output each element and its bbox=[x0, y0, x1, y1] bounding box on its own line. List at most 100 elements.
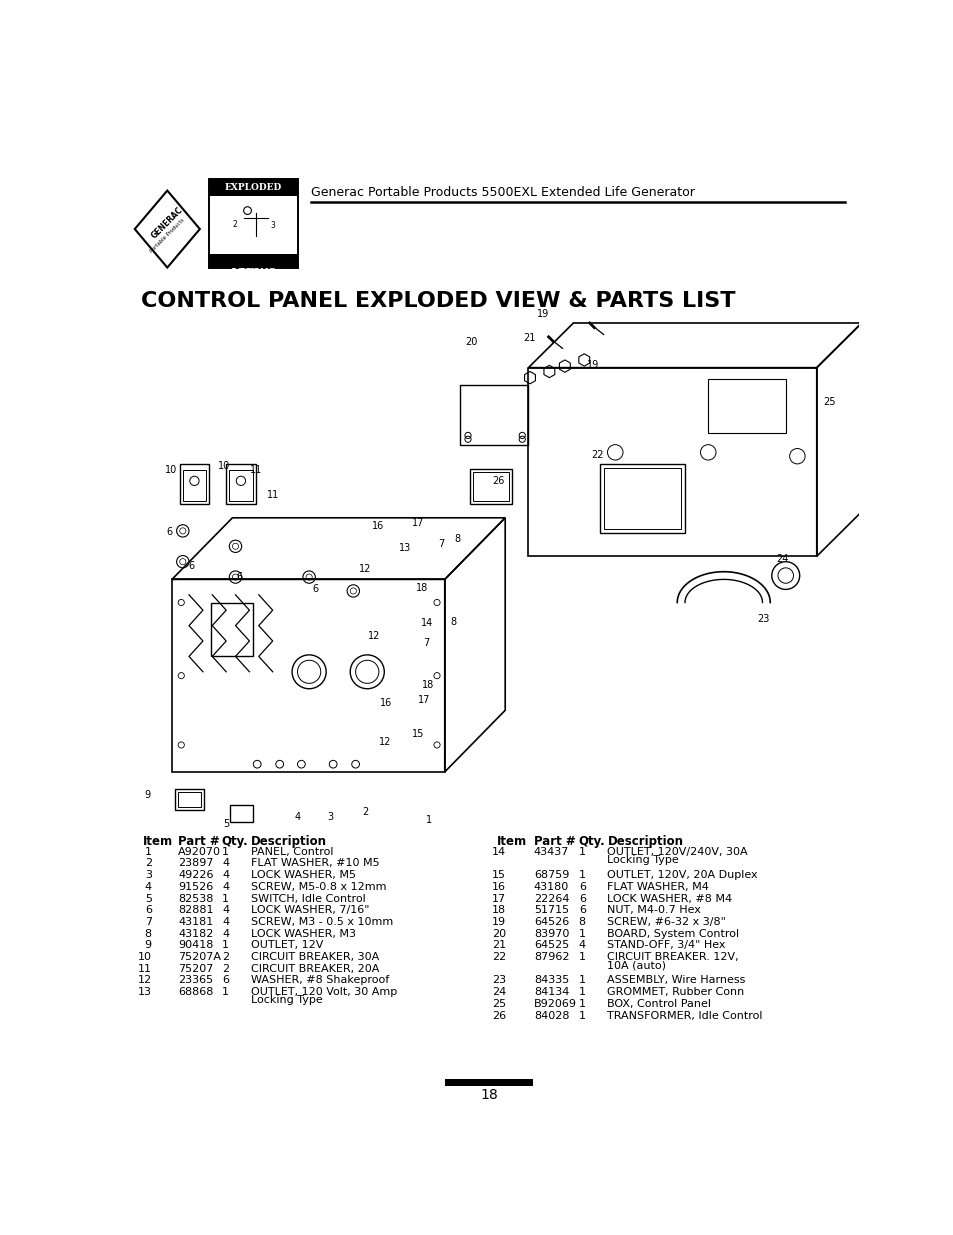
Text: 84134: 84134 bbox=[534, 987, 569, 997]
Text: Locking Type: Locking Type bbox=[607, 855, 679, 864]
Text: 22: 22 bbox=[591, 451, 603, 461]
Text: 26: 26 bbox=[492, 475, 504, 485]
Text: 82538: 82538 bbox=[178, 894, 213, 904]
Text: 20: 20 bbox=[492, 929, 505, 939]
Text: Description: Description bbox=[251, 835, 327, 848]
Text: GENERAC: GENERAC bbox=[150, 205, 185, 241]
Text: 1: 1 bbox=[578, 871, 585, 881]
Text: 6: 6 bbox=[167, 526, 172, 537]
Text: CIRCUIT BREAKER, 20A: CIRCUIT BREAKER, 20A bbox=[251, 963, 379, 973]
Bar bbox=[603, 468, 680, 530]
Text: 23365: 23365 bbox=[178, 976, 213, 986]
Text: 23: 23 bbox=[492, 976, 505, 986]
Text: CIRCUIT BREAKER, 30A: CIRCUIT BREAKER, 30A bbox=[251, 952, 379, 962]
Text: 6: 6 bbox=[145, 905, 152, 915]
Bar bbox=[459, 384, 528, 445]
Text: TRANSFORMER, Idle Control: TRANSFORMER, Idle Control bbox=[607, 1010, 762, 1020]
Text: B92069: B92069 bbox=[534, 999, 577, 1009]
Text: OUTLET, 120V, 20A Duplex: OUTLET, 120V, 20A Duplex bbox=[607, 871, 758, 881]
Bar bbox=[174, 789, 204, 810]
Text: 21: 21 bbox=[492, 940, 505, 951]
Text: 16: 16 bbox=[492, 882, 505, 892]
Text: 4: 4 bbox=[145, 882, 152, 892]
Text: 4: 4 bbox=[222, 882, 229, 892]
Text: OUTLET, 120 Volt, 30 Amp: OUTLET, 120 Volt, 30 Amp bbox=[251, 987, 396, 997]
Text: 11: 11 bbox=[250, 466, 262, 475]
Text: 17: 17 bbox=[492, 894, 505, 904]
Text: 1: 1 bbox=[222, 847, 229, 857]
Text: CIRCUIT BREAKER. 12V,: CIRCUIT BREAKER. 12V, bbox=[607, 952, 739, 962]
Text: 2: 2 bbox=[145, 858, 152, 868]
Text: 68868: 68868 bbox=[178, 987, 213, 997]
Text: STAND-OFF, 3/4" Hex: STAND-OFF, 3/4" Hex bbox=[607, 940, 725, 951]
Text: 1: 1 bbox=[426, 815, 432, 825]
Text: 18: 18 bbox=[492, 905, 505, 915]
Text: 19: 19 bbox=[537, 309, 549, 319]
Text: 1: 1 bbox=[578, 987, 585, 997]
Text: 5: 5 bbox=[223, 819, 229, 829]
Text: 10A (auto): 10A (auto) bbox=[607, 960, 666, 969]
Text: 14: 14 bbox=[492, 847, 505, 857]
Text: 1: 1 bbox=[578, 952, 585, 962]
Text: 4: 4 bbox=[294, 811, 300, 821]
Text: 6: 6 bbox=[236, 572, 242, 582]
Text: 4: 4 bbox=[222, 929, 229, 939]
Text: 7: 7 bbox=[437, 538, 443, 550]
Text: 4: 4 bbox=[222, 871, 229, 881]
Text: 16: 16 bbox=[379, 698, 392, 709]
Text: 6: 6 bbox=[188, 561, 194, 571]
Text: 4: 4 bbox=[222, 905, 229, 915]
Text: OUTLET, 12V: OUTLET, 12V bbox=[251, 940, 323, 951]
Text: 1: 1 bbox=[222, 987, 229, 997]
Bar bbox=[229, 471, 253, 501]
Text: 13: 13 bbox=[137, 987, 152, 997]
Bar bbox=[209, 179, 298, 196]
Bar bbox=[209, 179, 298, 268]
Text: 10: 10 bbox=[165, 466, 177, 475]
Text: 43437: 43437 bbox=[534, 847, 569, 857]
Text: 11: 11 bbox=[137, 963, 152, 973]
Text: CONTROL PANEL EXPLODED VIEW & PARTS LIST: CONTROL PANEL EXPLODED VIEW & PARTS LIST bbox=[141, 290, 735, 311]
Text: 18: 18 bbox=[422, 680, 435, 690]
Text: 22264: 22264 bbox=[534, 894, 569, 904]
Bar bbox=[707, 379, 785, 433]
Text: GROMMET, Rubber Conn: GROMMET, Rubber Conn bbox=[607, 987, 744, 997]
Bar bbox=[599, 464, 684, 534]
Text: 8: 8 bbox=[454, 535, 459, 545]
Text: Qty.: Qty. bbox=[578, 835, 604, 848]
Text: 68759: 68759 bbox=[534, 871, 569, 881]
Text: 1: 1 bbox=[578, 847, 585, 857]
Text: 24: 24 bbox=[776, 555, 788, 564]
Text: 6: 6 bbox=[578, 894, 585, 904]
Text: SCREW, #6-32 x 3/8": SCREW, #6-32 x 3/8" bbox=[607, 916, 725, 927]
Text: 64526: 64526 bbox=[534, 916, 569, 927]
Text: 15: 15 bbox=[412, 729, 424, 740]
Bar bbox=[183, 471, 206, 501]
Text: 22: 22 bbox=[491, 952, 505, 962]
Text: A92070: A92070 bbox=[178, 847, 221, 857]
Text: 43180: 43180 bbox=[534, 882, 569, 892]
Text: 26: 26 bbox=[492, 1010, 505, 1020]
Text: PANEL, Control: PANEL, Control bbox=[251, 847, 334, 857]
Text: 7: 7 bbox=[422, 638, 429, 648]
Text: 4: 4 bbox=[222, 858, 229, 868]
Text: ASSEMBLY, Wire Harness: ASSEMBLY, Wire Harness bbox=[607, 976, 745, 986]
Text: 17: 17 bbox=[412, 519, 424, 529]
Text: BOX, Control Panel: BOX, Control Panel bbox=[607, 999, 711, 1009]
Text: 8: 8 bbox=[578, 916, 585, 927]
Text: Portable Products: Portable Products bbox=[149, 217, 185, 253]
Bar bbox=[209, 253, 298, 268]
Text: 1: 1 bbox=[578, 1010, 585, 1020]
Text: Part #: Part # bbox=[178, 835, 219, 848]
Text: 10: 10 bbox=[217, 461, 230, 472]
Text: Description: Description bbox=[607, 835, 682, 848]
Text: 1: 1 bbox=[578, 999, 585, 1009]
Text: 8: 8 bbox=[450, 616, 456, 626]
Text: 4: 4 bbox=[578, 940, 585, 951]
Text: WASHER, #8 Shakeproof: WASHER, #8 Shakeproof bbox=[251, 976, 389, 986]
Text: 2: 2 bbox=[222, 963, 229, 973]
Text: 2: 2 bbox=[222, 952, 229, 962]
Bar bbox=[178, 792, 201, 808]
Bar bbox=[230, 805, 253, 823]
Text: 12: 12 bbox=[368, 631, 380, 641]
